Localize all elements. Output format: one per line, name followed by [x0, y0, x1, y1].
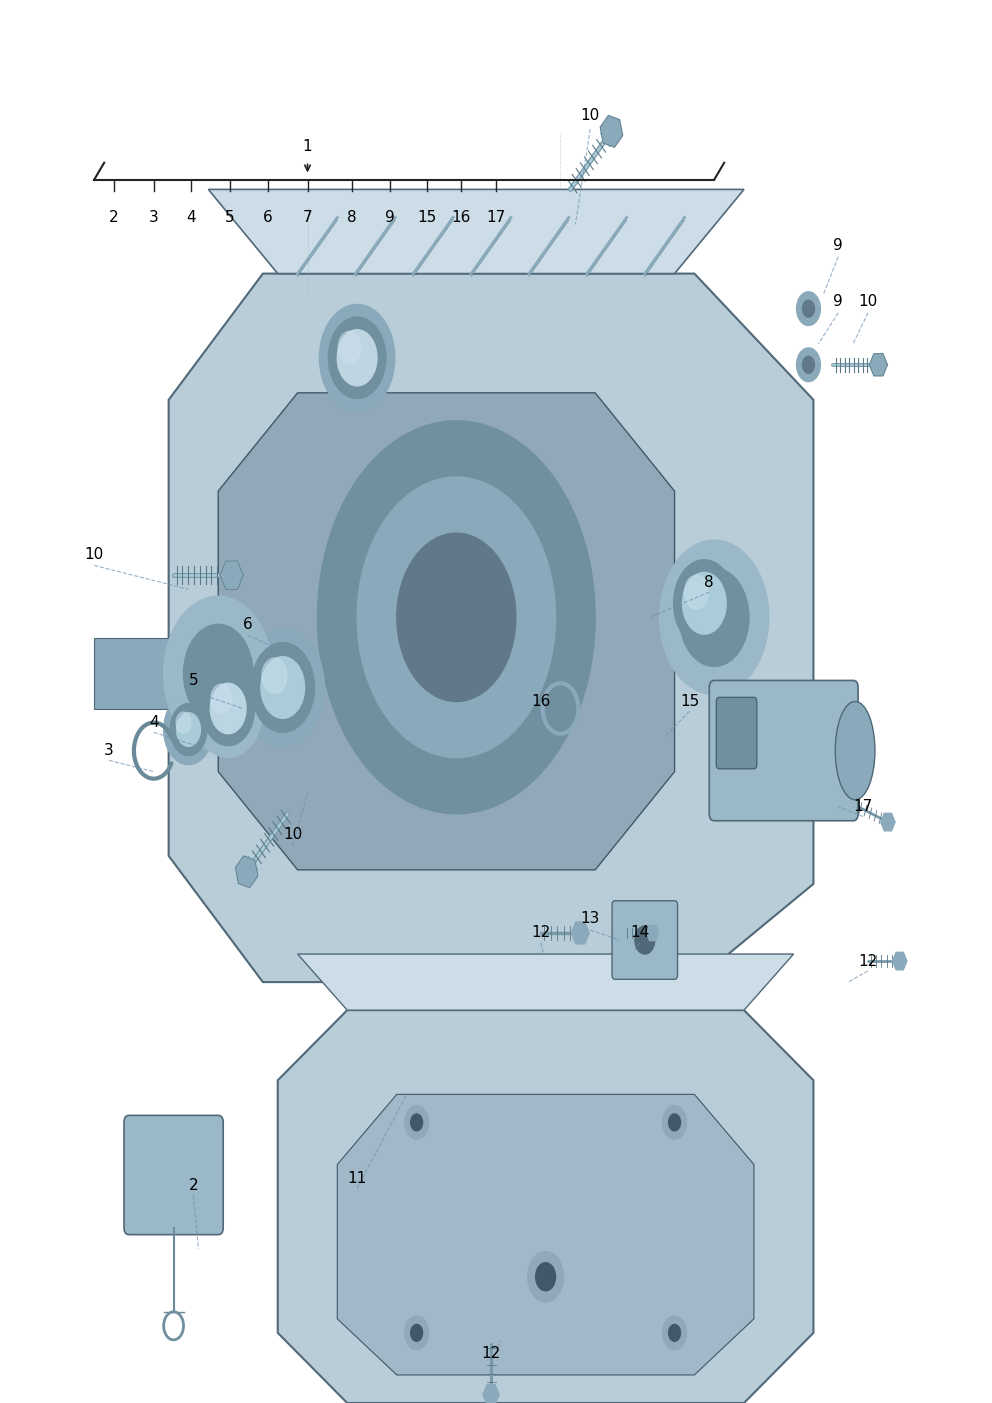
- Text: 14: 14: [630, 926, 650, 940]
- Polygon shape: [893, 953, 907, 969]
- Text: 5: 5: [225, 210, 235, 226]
- Text: 16: 16: [531, 694, 551, 709]
- Circle shape: [674, 560, 735, 647]
- Text: 8: 8: [347, 210, 357, 226]
- Bar: [94, 638, 218, 709]
- Circle shape: [528, 1251, 563, 1302]
- Circle shape: [337, 330, 377, 386]
- Text: 15: 15: [680, 694, 699, 709]
- Text: 6: 6: [263, 210, 273, 226]
- Circle shape: [164, 694, 213, 765]
- Text: 7: 7: [303, 210, 312, 226]
- FancyBboxPatch shape: [124, 1115, 223, 1235]
- Text: 3: 3: [104, 744, 114, 758]
- FancyBboxPatch shape: [612, 901, 678, 979]
- Circle shape: [319, 304, 395, 411]
- Text: 15: 15: [417, 210, 436, 226]
- Circle shape: [663, 1316, 686, 1350]
- Circle shape: [669, 1324, 681, 1341]
- Text: 9: 9: [833, 295, 843, 309]
- Polygon shape: [647, 926, 659, 940]
- Polygon shape: [869, 354, 888, 376]
- Polygon shape: [208, 189, 744, 274]
- Circle shape: [177, 713, 191, 734]
- Polygon shape: [235, 856, 258, 888]
- Circle shape: [682, 572, 726, 634]
- Circle shape: [261, 657, 305, 718]
- Text: 16: 16: [451, 210, 471, 226]
- Ellipse shape: [835, 702, 875, 800]
- Circle shape: [164, 596, 273, 751]
- Circle shape: [317, 421, 595, 814]
- Circle shape: [797, 348, 820, 382]
- Polygon shape: [337, 1094, 754, 1375]
- Circle shape: [171, 704, 206, 756]
- Circle shape: [177, 713, 200, 746]
- Text: 17: 17: [853, 800, 873, 814]
- Polygon shape: [298, 954, 794, 1010]
- Circle shape: [184, 624, 253, 723]
- Circle shape: [202, 672, 254, 746]
- Circle shape: [241, 629, 324, 746]
- Circle shape: [797, 292, 820, 325]
- Text: 10: 10: [858, 295, 878, 309]
- Text: 5: 5: [188, 673, 198, 687]
- Circle shape: [262, 658, 287, 693]
- Text: 12: 12: [531, 926, 551, 940]
- Circle shape: [660, 540, 769, 694]
- Circle shape: [251, 643, 314, 732]
- Circle shape: [411, 1324, 423, 1341]
- Polygon shape: [600, 115, 623, 147]
- Polygon shape: [169, 274, 813, 982]
- Circle shape: [663, 1106, 686, 1139]
- Circle shape: [665, 547, 744, 659]
- Circle shape: [405, 1106, 429, 1139]
- Circle shape: [803, 356, 814, 373]
- Text: 2: 2: [109, 210, 119, 226]
- Circle shape: [680, 568, 749, 666]
- FancyBboxPatch shape: [716, 697, 757, 769]
- Circle shape: [684, 575, 708, 609]
- Circle shape: [210, 685, 231, 713]
- Polygon shape: [220, 561, 243, 589]
- Text: 17: 17: [486, 210, 506, 226]
- Circle shape: [536, 1263, 556, 1291]
- Text: 12: 12: [858, 954, 878, 968]
- Text: 4: 4: [186, 210, 196, 226]
- Text: 9: 9: [385, 210, 395, 226]
- Polygon shape: [881, 814, 895, 831]
- Circle shape: [210, 683, 246, 734]
- Polygon shape: [571, 922, 589, 944]
- Text: 10: 10: [580, 108, 600, 122]
- FancyBboxPatch shape: [709, 680, 858, 821]
- Text: 9: 9: [833, 239, 843, 253]
- Circle shape: [193, 659, 263, 758]
- Polygon shape: [278, 1010, 813, 1403]
- Circle shape: [397, 533, 516, 702]
- Circle shape: [803, 300, 814, 317]
- Text: 1: 1: [303, 139, 312, 154]
- Text: 12: 12: [481, 1347, 501, 1361]
- Text: 8: 8: [704, 575, 714, 589]
- Circle shape: [635, 926, 655, 954]
- Text: 10: 10: [283, 828, 303, 842]
- Text: 10: 10: [84, 547, 104, 561]
- Text: 2: 2: [188, 1179, 198, 1193]
- Circle shape: [405, 1316, 429, 1350]
- Text: 3: 3: [149, 210, 159, 226]
- Circle shape: [411, 1114, 423, 1131]
- Text: 13: 13: [580, 912, 600, 926]
- Circle shape: [338, 331, 361, 363]
- Circle shape: [328, 317, 386, 398]
- Polygon shape: [483, 1385, 499, 1403]
- Circle shape: [669, 1114, 681, 1131]
- Text: 11: 11: [347, 1172, 367, 1186]
- Text: 6: 6: [243, 617, 253, 631]
- Text: 4: 4: [149, 716, 159, 730]
- Circle shape: [357, 477, 556, 758]
- Polygon shape: [218, 393, 675, 870]
